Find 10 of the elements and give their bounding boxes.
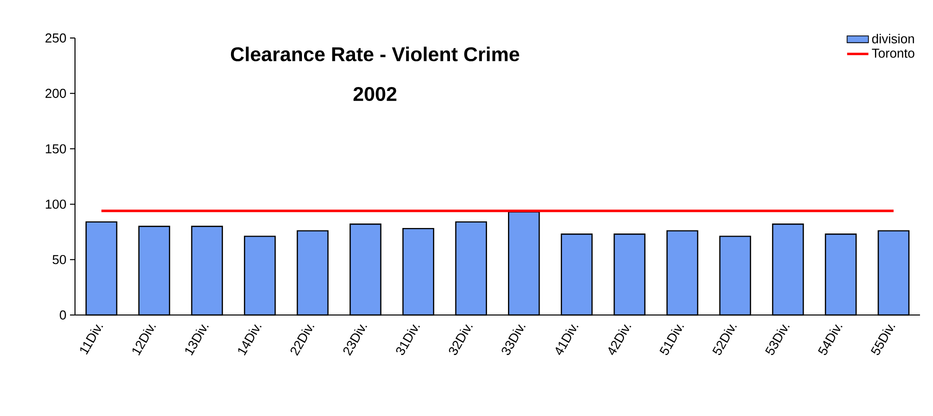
y-tick-label: 200 xyxy=(46,88,66,98)
y-tick-label: 0 xyxy=(60,310,66,320)
chart-title: Clearance Rate - Violent Crime xyxy=(230,46,520,62)
y-tick-label: 250 xyxy=(46,33,66,43)
text: 2002 xyxy=(354,86,396,102)
y-tick-label: 100 xyxy=(46,200,66,209)
legend-label: division xyxy=(872,34,914,44)
legend-label: Toronto xyxy=(872,48,914,58)
y-tick-label: 50 xyxy=(52,255,66,264)
y-tick-label: 150 xyxy=(46,144,66,154)
